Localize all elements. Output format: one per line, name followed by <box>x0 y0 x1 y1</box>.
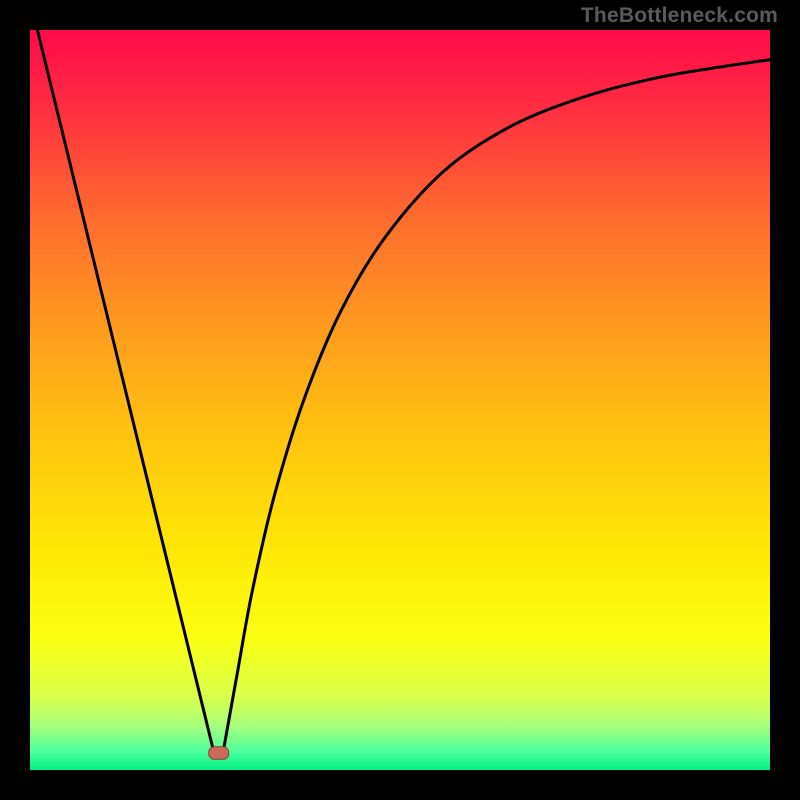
watermark-text: TheBottleneck.com <box>581 4 778 28</box>
curve-layer <box>30 30 770 770</box>
chart-frame: TheBottleneck.com <box>0 0 800 800</box>
plot-area <box>30 30 770 770</box>
minimum-marker <box>209 747 229 760</box>
bottleneck-curve <box>37 30 770 748</box>
